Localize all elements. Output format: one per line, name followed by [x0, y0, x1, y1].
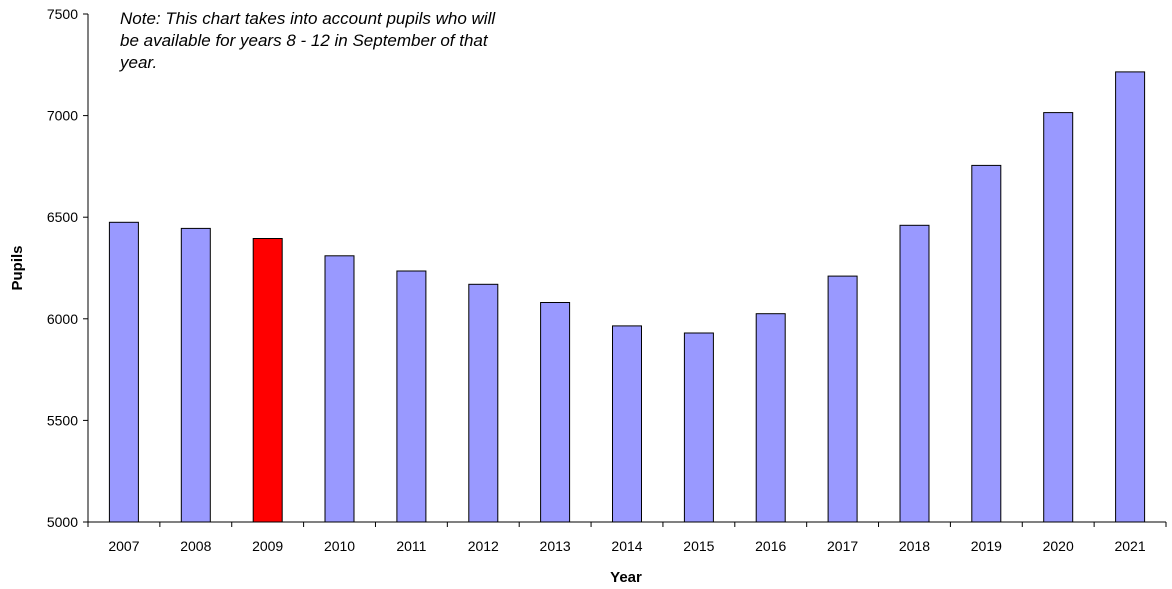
- y-tick-label: 6000: [47, 311, 78, 327]
- x-tick-label: 2013: [540, 538, 571, 554]
- bar-2014: [612, 325, 642, 523]
- y-axis: 5000 5500 6000 6500 7000 7500: [47, 6, 89, 530]
- x-tick-label: 2009: [252, 538, 283, 554]
- chart-note: Note: This chart takes into account pupi…: [120, 9, 496, 72]
- y-tick-label: 5000: [47, 514, 78, 530]
- x-tick-label: 2012: [468, 538, 499, 554]
- x-axis: 2007 2008 2009 2010 2011 2012 2013 2014 2015 2016…: [87, 521, 1167, 554]
- y-tick-label: 7000: [47, 108, 78, 124]
- x-axis-title: Year: [610, 569, 642, 586]
- x-tick-label: 2015: [683, 538, 714, 554]
- x-tick-label: 2010: [324, 538, 355, 554]
- x-tick-label: 2016: [755, 538, 786, 554]
- bar-2009: [252, 238, 283, 523]
- x-tick-label: 2008: [180, 538, 211, 554]
- bar-2017: [827, 275, 858, 523]
- x-tick-label: 2021: [1114, 538, 1145, 554]
- x-tick-label: 2017: [827, 538, 858, 554]
- bar-2011: [396, 270, 427, 523]
- bar-2019: [971, 164, 1002, 523]
- y-tick-label: 7500: [47, 6, 78, 22]
- bar-2021: [1115, 71, 1146, 523]
- x-tick-label: 2011: [396, 538, 426, 554]
- bar-2010: [324, 255, 355, 523]
- y-tick-label: 6500: [47, 209, 78, 225]
- x-tick-label: 2020: [1043, 538, 1074, 554]
- x-tick-label: 2014: [611, 538, 642, 554]
- bar-2016: [755, 313, 786, 523]
- y-tick-label: 5500: [47, 412, 78, 428]
- x-tick-label: 2018: [899, 538, 930, 554]
- bars-group: [108, 71, 1146, 523]
- bar-2015: [683, 332, 714, 523]
- bar-2008: [180, 227, 211, 523]
- bar-2013: [540, 302, 571, 523]
- bar-2012: [468, 283, 499, 523]
- bar-2020: [1043, 112, 1074, 523]
- bar-2018: [899, 224, 930, 523]
- x-tick-label: 2019: [971, 538, 1002, 554]
- bar-2007: [108, 221, 139, 523]
- x-tick-label: 2007: [108, 538, 139, 554]
- y-axis-title: Pupils: [9, 245, 26, 290]
